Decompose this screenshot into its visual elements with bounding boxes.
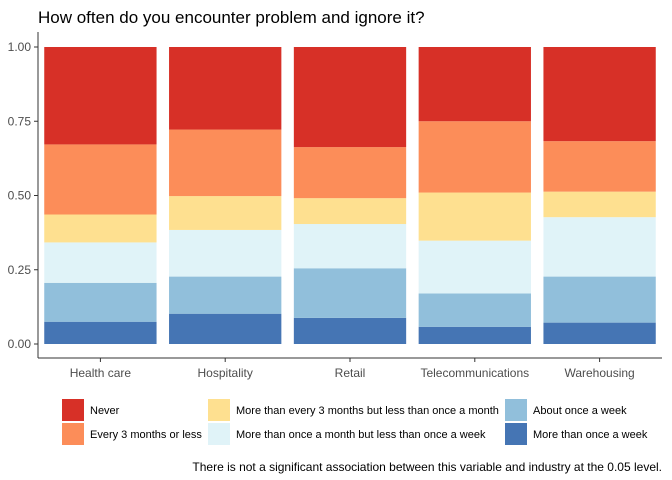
bar-telecommunications-every-3-months-or-less [418, 121, 531, 193]
bar-hospitality-more-than-every-3-months-but-less-than-once-a-month [169, 196, 282, 230]
bar-warehousing-every-3-months-or-less [543, 141, 656, 192]
bar-health-care-about-once-a-week [44, 282, 157, 322]
bar-health-care-more-than-once-a-week [44, 321, 157, 344]
y-axis: 0.00 0.25 0.50 0.75 1.00 [8, 32, 39, 358]
bar-retail-more-than-once-a-week [293, 317, 407, 344]
bar-telecommunications-more-than-every-3-months-but-less-than-once-a-month [418, 192, 531, 241]
bar-warehousing-never [543, 47, 656, 142]
bar-telecommunications-about-once-a-week [418, 293, 531, 327]
legend-label-about-once-a-week: About once a week [533, 405, 627, 417]
bar-telecommunications-never [418, 47, 531, 122]
plot-area [44, 47, 656, 344]
legend-key-more-than-once-a-month-but-less-than-once-a-week [208, 423, 230, 445]
bar-warehousing-more-than-every-3-months-but-less-than-once-a-month [543, 191, 656, 218]
legend-key-more-than-once-a-week [505, 423, 527, 445]
y-tick-label: 0.00 [8, 337, 32, 351]
bar-telecommunications-more-than-once-a-month-but-less-than-once-a-week [418, 240, 531, 294]
bar-telecommunications-more-than-once-a-week [418, 326, 531, 344]
y-tick-label: 0.50 [8, 189, 32, 203]
chart-title: How often do you encounter problem and i… [38, 8, 425, 27]
bar-hospitality-every-3-months-or-less [169, 129, 282, 197]
x-tick-label: Warehousing [564, 366, 634, 380]
bar-hospitality-more-than-once-a-week [169, 313, 282, 344]
bar-hospitality-about-once-a-week [169, 276, 282, 314]
bar-hospitality-more-than-once-a-month-but-less-than-once-a-week [169, 229, 282, 277]
x-tick-label: Telecommunications [420, 366, 529, 380]
y-tick-label: 0.75 [8, 114, 32, 128]
bar-retail-about-once-a-week [293, 268, 407, 318]
legend: Never Every 3 months or less More than eve… [62, 399, 648, 445]
legend-label-more-than-once-a-month-but-less-than-once-a-week: More than once a month but less than onc… [236, 429, 486, 441]
bar-retail-every-3-months-or-less [293, 147, 407, 199]
bar-retail-more-than-every-3-months-but-less-than-once-a-month [293, 198, 407, 225]
legend-key-never [62, 399, 84, 421]
x-tick-label: Health care [70, 366, 132, 380]
legend-label-more-than-once-a-week: More than once a week [533, 429, 648, 441]
x-tick-label: Retail [335, 366, 366, 380]
chart-caption: There is not a significant association b… [192, 460, 662, 474]
legend-label-more-than-every-3-months-but-less-than-once-a-month: More than every 3 months but less than o… [236, 405, 499, 417]
x-tick-label: Hospitality [198, 366, 253, 380]
legend-label-every-3-months-or-less: Every 3 months or less [90, 429, 202, 441]
legend-label-never: Never [90, 405, 120, 417]
bar-warehousing-about-once-a-week [543, 276, 656, 323]
bar-retail-more-than-once-a-month-but-less-than-once-a-week [293, 224, 407, 269]
bar-health-care-more-than-once-a-month-but-less-than-once-a-week [44, 242, 157, 283]
bar-health-care-never [44, 47, 157, 145]
bar-health-care-every-3-months-or-less [44, 144, 157, 215]
x-axis: Health care Hospitality Retail Telecommunic… [38, 357, 662, 380]
legend-key-about-once-a-week [505, 399, 527, 421]
bar-hospitality-never [169, 47, 282, 130]
bar-warehousing-more-than-once-a-week [543, 322, 656, 344]
bar-retail-never [293, 47, 407, 148]
y-tick-label: 0.25 [8, 263, 32, 277]
bar-health-care-more-than-every-3-months-but-less-than-once-a-month [44, 214, 157, 243]
y-tick-label: 1.00 [8, 40, 32, 54]
legend-key-more-than-every-3-months-but-less-than-once-a-month [208, 399, 230, 421]
legend-key-every-3-months-or-less [62, 423, 84, 445]
bar-warehousing-more-than-once-a-month-but-less-than-once-a-week [543, 217, 656, 277]
